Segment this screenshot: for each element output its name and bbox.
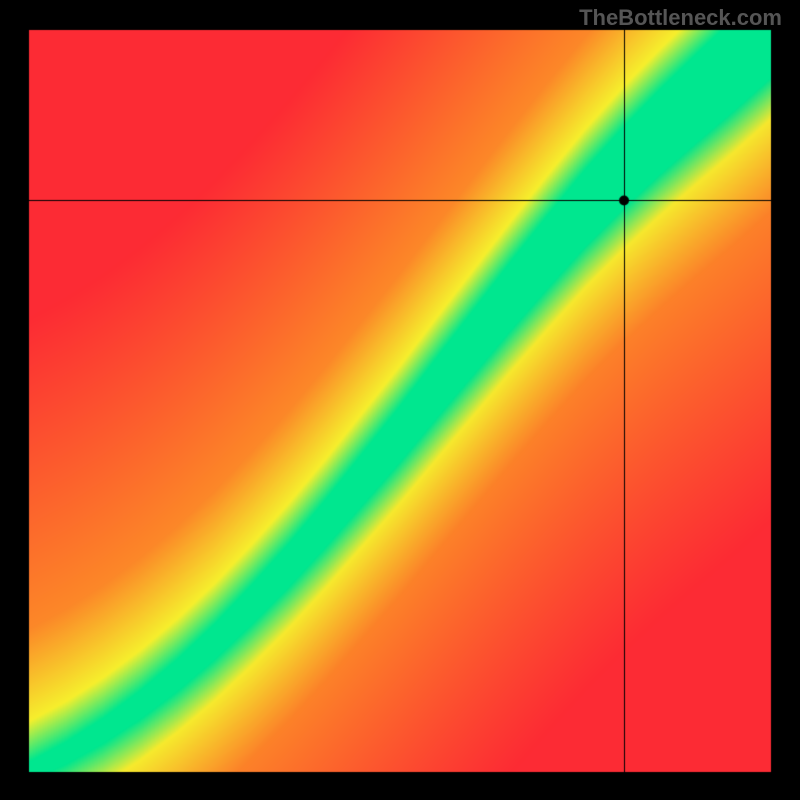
heatmap-canvas: [0, 0, 800, 800]
figure-container: TheBottleneck.com: [0, 0, 800, 800]
watermark-text: TheBottleneck.com: [579, 5, 782, 31]
